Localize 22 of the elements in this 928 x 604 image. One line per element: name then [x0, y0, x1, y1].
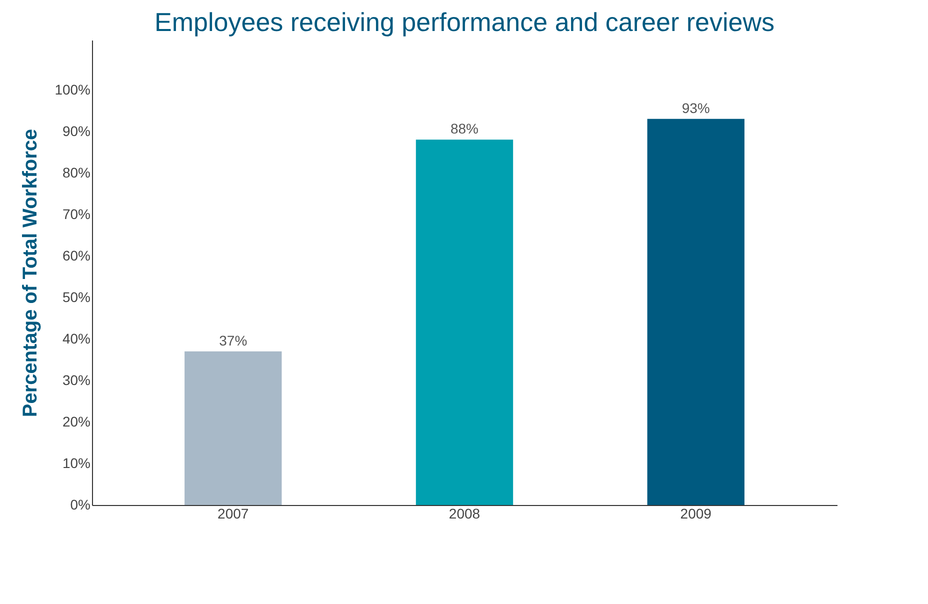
- x-tick-label: 2007: [218, 506, 249, 522]
- y-tick-label: 60%: [62, 247, 90, 264]
- y-tick-label: 80%: [62, 164, 90, 180]
- x-tick-label: 2009: [680, 506, 712, 522]
- y-tick-label: 100%: [54, 81, 90, 98]
- bar: [647, 118, 744, 505]
- y-tick-label: 0%: [70, 496, 90, 512]
- data-label: 88%: [450, 120, 479, 137]
- y-tick-label: 40%: [62, 330, 90, 346]
- y-tick-label: 90%: [62, 122, 90, 139]
- bar: [416, 140, 514, 505]
- y-tick-label: 10%: [62, 454, 90, 471]
- y-tick-label: 70%: [62, 206, 90, 222]
- data-label: 37%: [219, 332, 248, 348]
- y-tick-label: 50%: [62, 288, 90, 305]
- y-axis-title: Percentage of Total Workforce: [20, 128, 42, 418]
- x-tick-label: 2008: [448, 506, 480, 522]
- bar: [184, 351, 282, 505]
- chart-title: Employees receiving performance and career reviews: [154, 7, 774, 37]
- y-tick-label: 20%: [62, 413, 90, 430]
- data-label: 93%: [682, 100, 710, 116]
- y-tick-label: 30%: [62, 372, 90, 388]
